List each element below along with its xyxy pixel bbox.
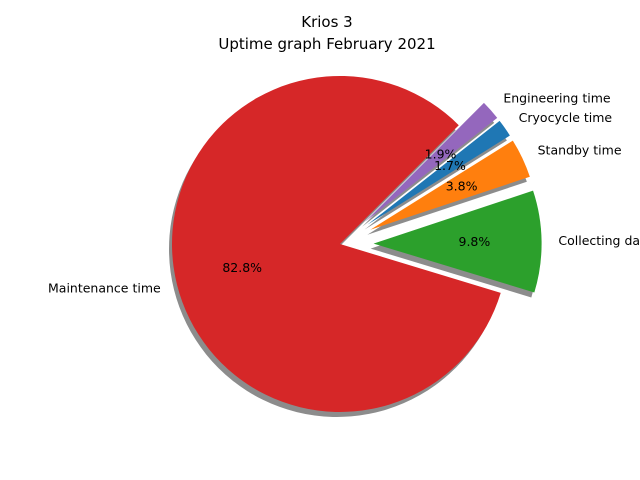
label-collecting-data: Collecting data xyxy=(558,233,640,248)
label-standby-time: Standby time xyxy=(538,143,622,158)
pct-maintenance-time: 82.8% xyxy=(222,260,262,275)
pct-engineering-time: 1.9% xyxy=(425,146,457,161)
label-engineering-time: Engineering time xyxy=(503,91,611,106)
pct-standby-time: 3.8% xyxy=(446,178,478,193)
slice-engineering-time xyxy=(365,102,498,222)
slice-cryocycle-time xyxy=(367,120,510,225)
pie-slices xyxy=(172,75,542,412)
pct-cryocycle-time: 1.7% xyxy=(434,158,466,173)
slice-maintenance-time xyxy=(172,75,501,412)
label-maintenance-time: Maintenance time xyxy=(48,280,161,295)
chart-subtitle: Uptime graph February 2021 xyxy=(218,35,435,53)
slice-collecting-data xyxy=(373,190,542,293)
slice-labels: Maintenance time Collecting data Standby t… xyxy=(48,91,640,296)
label-cryocycle-time: Cryocycle time xyxy=(519,110,613,125)
chart-title: Krios 3 xyxy=(301,13,352,31)
slice-percent-labels: 82.8% 9.8% 3.8% 1.7%1.9% xyxy=(222,146,490,275)
slice-standby-time xyxy=(370,140,530,230)
pct-collecting-data: 9.8% xyxy=(459,234,491,249)
